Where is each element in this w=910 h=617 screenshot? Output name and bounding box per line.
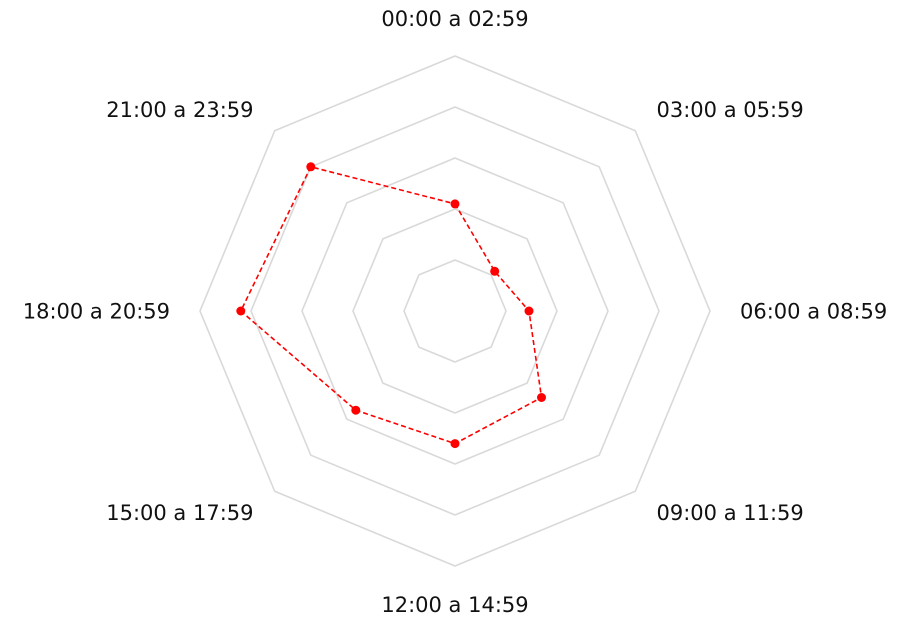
axis-label-6: 18:00 a 20:59 [23, 299, 170, 323]
axis-label-1: 03:00 a 05:59 [657, 98, 804, 122]
axis-label-0: 00:00 a 02:59 [381, 7, 528, 31]
axis-label-4: 12:00 a 14:59 [381, 593, 528, 617]
axis-label-5: 15:00 a 17:59 [106, 501, 253, 525]
grid-layer [199, 55, 711, 567]
grid-ring-2 [352, 208, 558, 414]
grid-ring-5 [199, 55, 711, 567]
axis-label-3: 09:00 a 11:59 [657, 501, 804, 525]
grid-ring-4 [250, 106, 660, 516]
data-point-4 [450, 439, 460, 449]
series-layer [236, 162, 546, 449]
axis-label-7: 21:00 a 23:59 [106, 98, 253, 122]
series-line-0 [239, 165, 543, 445]
axis-label-2: 06:00 a 08:59 [740, 299, 887, 323]
data-point-5 [351, 405, 361, 415]
data-point-0 [450, 199, 460, 209]
data-point-2 [524, 306, 534, 316]
grid-ring-1 [403, 259, 507, 363]
data-point-1 [490, 266, 500, 276]
grid-ring-3 [301, 157, 609, 465]
data-point-6 [236, 306, 246, 316]
axis-label-layer: 00:00 a 02:59 03:00 a 05:59 06:00 a 08:59 0… [23, 7, 888, 617]
data-point-7 [306, 162, 316, 172]
data-point-3 [537, 393, 546, 402]
